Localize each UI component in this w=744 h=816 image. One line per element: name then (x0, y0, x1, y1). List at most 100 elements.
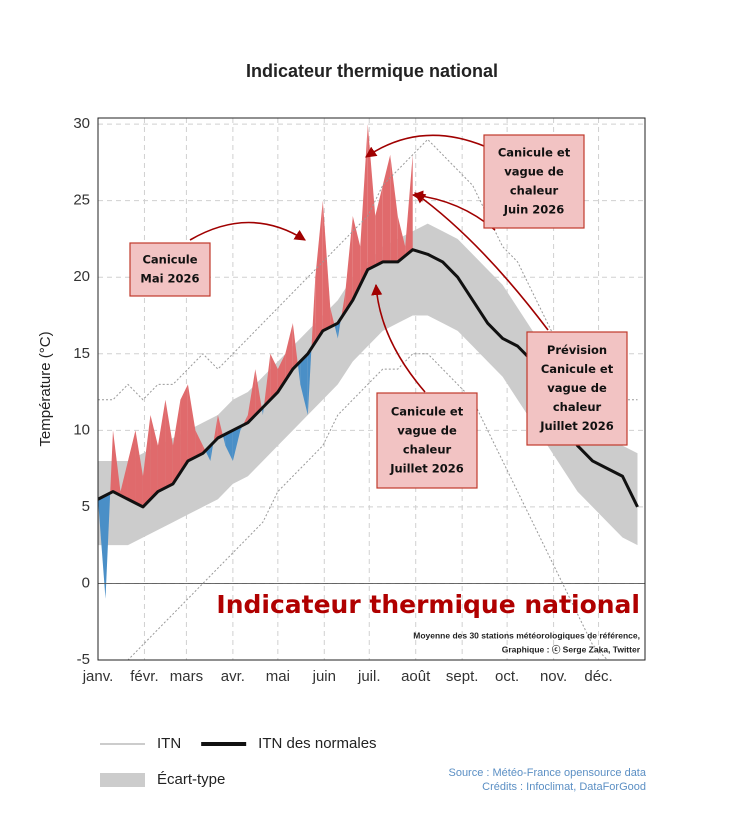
source-note: Source : Météo-France opensource data (448, 767, 646, 779)
anomaly-fill (225, 430, 233, 461)
y-tick-label: 10 (73, 421, 90, 438)
x-tick-label: oct. (495, 668, 519, 685)
annotation-arrow (189, 221, 306, 241)
anomaly-fill (292, 323, 298, 370)
anomaly-fill (307, 348, 312, 416)
x-tick-label: juin (312, 668, 336, 685)
anomaly-fill (232, 426, 241, 461)
annotation-text: Canicule et (391, 405, 464, 419)
anomaly-fill (345, 215, 353, 312)
legend-label: ITN (157, 735, 181, 752)
anomaly-fill (105, 493, 111, 599)
watermark-title: Indicateur thermique national (216, 590, 640, 619)
anomaly-fill (285, 323, 293, 381)
anomaly-fill (352, 215, 361, 301)
anomaly-fill (112, 430, 121, 496)
annotation-text: chaleur (553, 400, 602, 414)
anomaly-fill (127, 430, 136, 504)
watermark-note: Moyenne des 30 stations météorologiques … (413, 630, 640, 640)
dotted-line (98, 138, 638, 401)
legend-label: ITN des normales (258, 735, 376, 752)
anomaly-fill (180, 384, 188, 473)
y-tick-label: 5 (82, 498, 90, 515)
anomaly-fill (297, 361, 301, 385)
x-tick-label: janv. (82, 668, 114, 685)
x-tick-label: mai (266, 668, 290, 685)
anomaly-fill (195, 430, 203, 458)
anomaly-fill (322, 200, 331, 331)
anomaly-fill (110, 430, 113, 494)
anomaly-fill (222, 434, 226, 446)
anomaly-fill (315, 200, 323, 343)
anomaly-fill (98, 495, 106, 599)
annotation-text: chaleur (510, 184, 559, 198)
anomaly-fill (157, 399, 166, 492)
annotation-text: vague de (547, 381, 607, 395)
annotation-text: Canicule et (498, 146, 571, 160)
anomaly-fill (165, 399, 173, 488)
anomaly-fill (187, 384, 196, 461)
anomaly-fill (360, 124, 368, 285)
annotation-arrow (371, 283, 426, 393)
annotation-box (526, 331, 628, 446)
anomaly-fill (217, 415, 223, 438)
annotation-text: chaleur (403, 443, 452, 457)
annotation-text: Prévision (547, 343, 607, 357)
annotation-text: Mai 2026 (140, 272, 199, 286)
anomaly-fill (382, 154, 391, 262)
y-tick-label: -5 (77, 651, 90, 668)
legend-swatch (100, 773, 145, 787)
legend-label: Écart-type (157, 771, 225, 788)
anomaly-fill (405, 154, 413, 256)
anomaly-fill (300, 353, 308, 416)
annotation-arrow (414, 192, 549, 331)
annotation-text: Canicule (142, 253, 197, 267)
anomaly-fill (397, 215, 406, 262)
anomaly-fill (311, 277, 316, 349)
watermark-note: Graphique : ⓒ Serge Zaka, Twitter (502, 644, 641, 654)
anomaly-fill (334, 323, 338, 339)
anomaly-fill (270, 353, 278, 400)
annotation-box (129, 242, 211, 297)
annotation-arrow (365, 134, 485, 158)
anomaly-fill (263, 353, 271, 407)
anomaly-fill (255, 369, 262, 416)
annotation-text: Juin 2026 (503, 203, 565, 217)
anomaly-fill (375, 185, 383, 266)
dotted-line (127, 353, 609, 660)
anomaly-fill (120, 460, 128, 500)
annotation-text: Juillet 2026 (389, 462, 464, 476)
anomaly-fill (330, 307, 335, 327)
annotation-box (376, 392, 478, 489)
anomaly-fill (367, 124, 376, 270)
x-tick-label: févr. (130, 668, 158, 685)
x-tick-label: nov. (540, 668, 567, 685)
std-band (98, 223, 638, 546)
anomaly-fill (210, 442, 214, 461)
annotation-text: vague de (504, 165, 564, 179)
source-note: Crédits : Infoclimat, DataForGood (482, 781, 646, 793)
x-tick-label: mars (170, 668, 203, 685)
y-tick-label: 15 (73, 345, 90, 362)
annotation-box (483, 134, 585, 229)
chart-title: Indicateur thermique national (246, 61, 498, 81)
y-tick-label: 30 (73, 115, 90, 132)
x-tick-label: avr. (221, 668, 245, 685)
x-tick-label: sept. (446, 668, 479, 685)
y-tick-label: 20 (73, 268, 90, 285)
y-tick-label: 0 (82, 574, 90, 591)
y-axis-label: Température (°C) (37, 331, 54, 446)
anomaly-fill (172, 399, 181, 484)
annotation-text: Juillet 2026 (539, 419, 614, 433)
anomaly-fill (247, 369, 256, 423)
anomaly-fill (142, 415, 151, 507)
plot-frame (97, 117, 646, 661)
anomaly-fill (390, 154, 398, 262)
anomaly-fill (135, 430, 143, 507)
annotation-text: Canicule et (541, 362, 614, 376)
anomaly-fill (213, 415, 218, 443)
anomaly-fill (150, 415, 158, 500)
x-tick-label: juil. (357, 668, 381, 685)
x-tick-label: août (401, 668, 431, 685)
